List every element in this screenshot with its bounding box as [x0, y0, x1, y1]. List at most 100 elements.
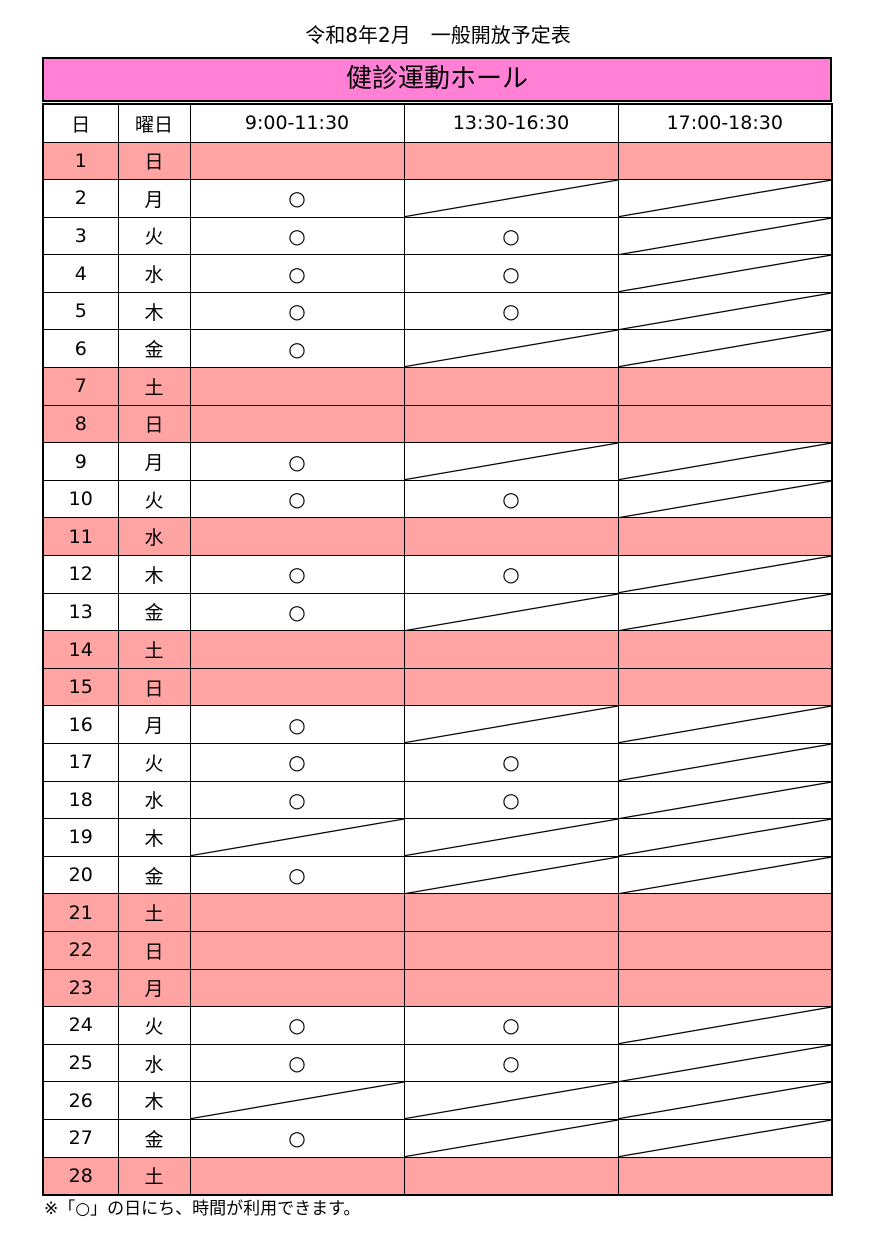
slot-evening-unavailable: [617, 1006, 833, 1045]
header-slot-evening: 17:00-18:30: [617, 103, 833, 143]
weekday-cell: 水: [117, 1043, 191, 1083]
slot-afternoon-unavailable: [403, 855, 619, 895]
slot-morning-closed: [189, 1156, 405, 1196]
day-cell: 14: [42, 630, 119, 669]
day-cell: 19: [42, 818, 119, 857]
weekday-cell: 火: [117, 743, 191, 782]
unavailable-slash: [619, 706, 832, 743]
header-slot-afternoon: 13:30-16:30: [403, 103, 619, 143]
table-row: 20 金 ○: [42, 855, 833, 895]
open-mark: ○: [502, 1051, 520, 1076]
slot-evening-unavailable: [617, 705, 833, 744]
open-mark: ○: [502, 261, 520, 286]
slot-morning-open: ○: [189, 855, 405, 895]
unavailable-slash: [405, 706, 618, 743]
slot-evening-closed: [617, 1156, 833, 1196]
table-row: 12 木 ○ ○: [42, 555, 833, 594]
day-cell: 13: [42, 592, 119, 632]
slot-morning-open: ○: [189, 705, 405, 744]
open-mark: ○: [288, 1051, 306, 1076]
day-cell: 24: [42, 1006, 119, 1045]
slot-afternoon-open: ○: [403, 216, 619, 256]
unavailable-slash: [405, 857, 618, 894]
day-cell: 4: [42, 254, 119, 293]
slot-evening-unavailable: [617, 592, 833, 632]
slot-morning-closed: [189, 630, 405, 669]
unavailable-slash: [619, 744, 832, 781]
header-day: 日: [42, 103, 119, 143]
open-mark: ○: [502, 223, 520, 248]
slot-evening-unavailable: [617, 555, 833, 594]
weekday-cell: 金: [117, 1118, 191, 1158]
open-mark: ○: [288, 1126, 306, 1151]
facility-banner: 健診運動ホール: [42, 57, 832, 102]
slot-morning-closed: [189, 367, 405, 406]
slot-afternoon-unavailable: [403, 592, 619, 632]
slot-afternoon-open: ○: [403, 1006, 619, 1045]
weekday-cell: 木: [117, 291, 191, 331]
day-cell: 10: [42, 479, 119, 519]
slot-afternoon-open: ○: [403, 479, 619, 519]
slot-afternoon-open: ○: [403, 743, 619, 782]
unavailable-slash: [619, 857, 832, 894]
open-mark: ○: [288, 712, 306, 737]
table-row: 13 金 ○: [42, 592, 833, 632]
unavailable-slash: [619, 293, 832, 330]
unavailable-slash: [619, 819, 832, 856]
table-row: 16 月 ○: [42, 705, 833, 744]
slot-morning-unavailable: [189, 818, 405, 857]
slot-evening-closed: [617, 667, 833, 707]
day-cell: 5: [42, 291, 119, 331]
weekday-cell: 土: [117, 630, 191, 669]
document-title: 令和8年2月 一般開放予定表: [305, 23, 571, 47]
slot-afternoon-closed: [403, 667, 619, 707]
slot-morning-open: ○: [189, 1006, 405, 1045]
slot-morning-closed: [189, 517, 405, 557]
slot-afternoon-closed: [403, 141, 619, 181]
open-mark: ○: [288, 449, 306, 474]
unavailable-slash: [191, 819, 404, 856]
slot-afternoon-unavailable: [403, 1118, 619, 1158]
table-row: 17 火 ○ ○: [42, 743, 833, 782]
slot-afternoon-closed: [403, 1156, 619, 1196]
slot-afternoon-closed: [403, 404, 619, 444]
slot-morning-open: ○: [189, 254, 405, 293]
open-mark: ○: [288, 562, 306, 587]
open-mark: ○: [288, 1013, 306, 1038]
slot-evening-closed: [617, 968, 833, 1008]
table-row: 15 日: [42, 667, 833, 707]
day-cell: 18: [42, 780, 119, 820]
table-row: 6 金 ○: [42, 329, 833, 369]
unavailable-slash: [619, 330, 832, 367]
weekday-cell: 金: [117, 855, 191, 895]
slot-evening-unavailable: [617, 743, 833, 782]
open-mark: ○: [288, 787, 306, 812]
day-cell: 7: [42, 367, 119, 406]
open-mark: ○: [288, 223, 306, 248]
day-cell: 3: [42, 216, 119, 256]
slot-morning-closed: [189, 141, 405, 181]
unavailable-slash: [619, 556, 832, 593]
slot-evening-closed: [617, 930, 833, 970]
header-weekday: 曜日: [117, 103, 191, 143]
slot-afternoon-open: ○: [403, 1043, 619, 1083]
weekday-cell: 土: [117, 1156, 191, 1196]
weekday-cell: 火: [117, 479, 191, 519]
unavailable-slash: [619, 1120, 832, 1157]
day-cell: 22: [42, 930, 119, 970]
slot-afternoon-unavailable: [403, 705, 619, 744]
unavailable-slash: [619, 594, 832, 631]
slot-afternoon-open: ○: [403, 254, 619, 293]
slot-afternoon-unavailable: [403, 818, 619, 857]
unavailable-slash: [619, 218, 832, 255]
table-row: 23 月: [42, 968, 833, 1008]
weekday-cell: 金: [117, 592, 191, 632]
slot-evening-unavailable: [617, 780, 833, 820]
unavailable-slash: [619, 1045, 832, 1082]
open-mark: ○: [502, 487, 520, 512]
slot-morning-open: ○: [189, 216, 405, 256]
weekday-cell: 金: [117, 329, 191, 369]
slot-afternoon-open: ○: [403, 555, 619, 594]
day-cell: 25: [42, 1043, 119, 1083]
table-row: 24 火 ○ ○: [42, 1006, 833, 1045]
